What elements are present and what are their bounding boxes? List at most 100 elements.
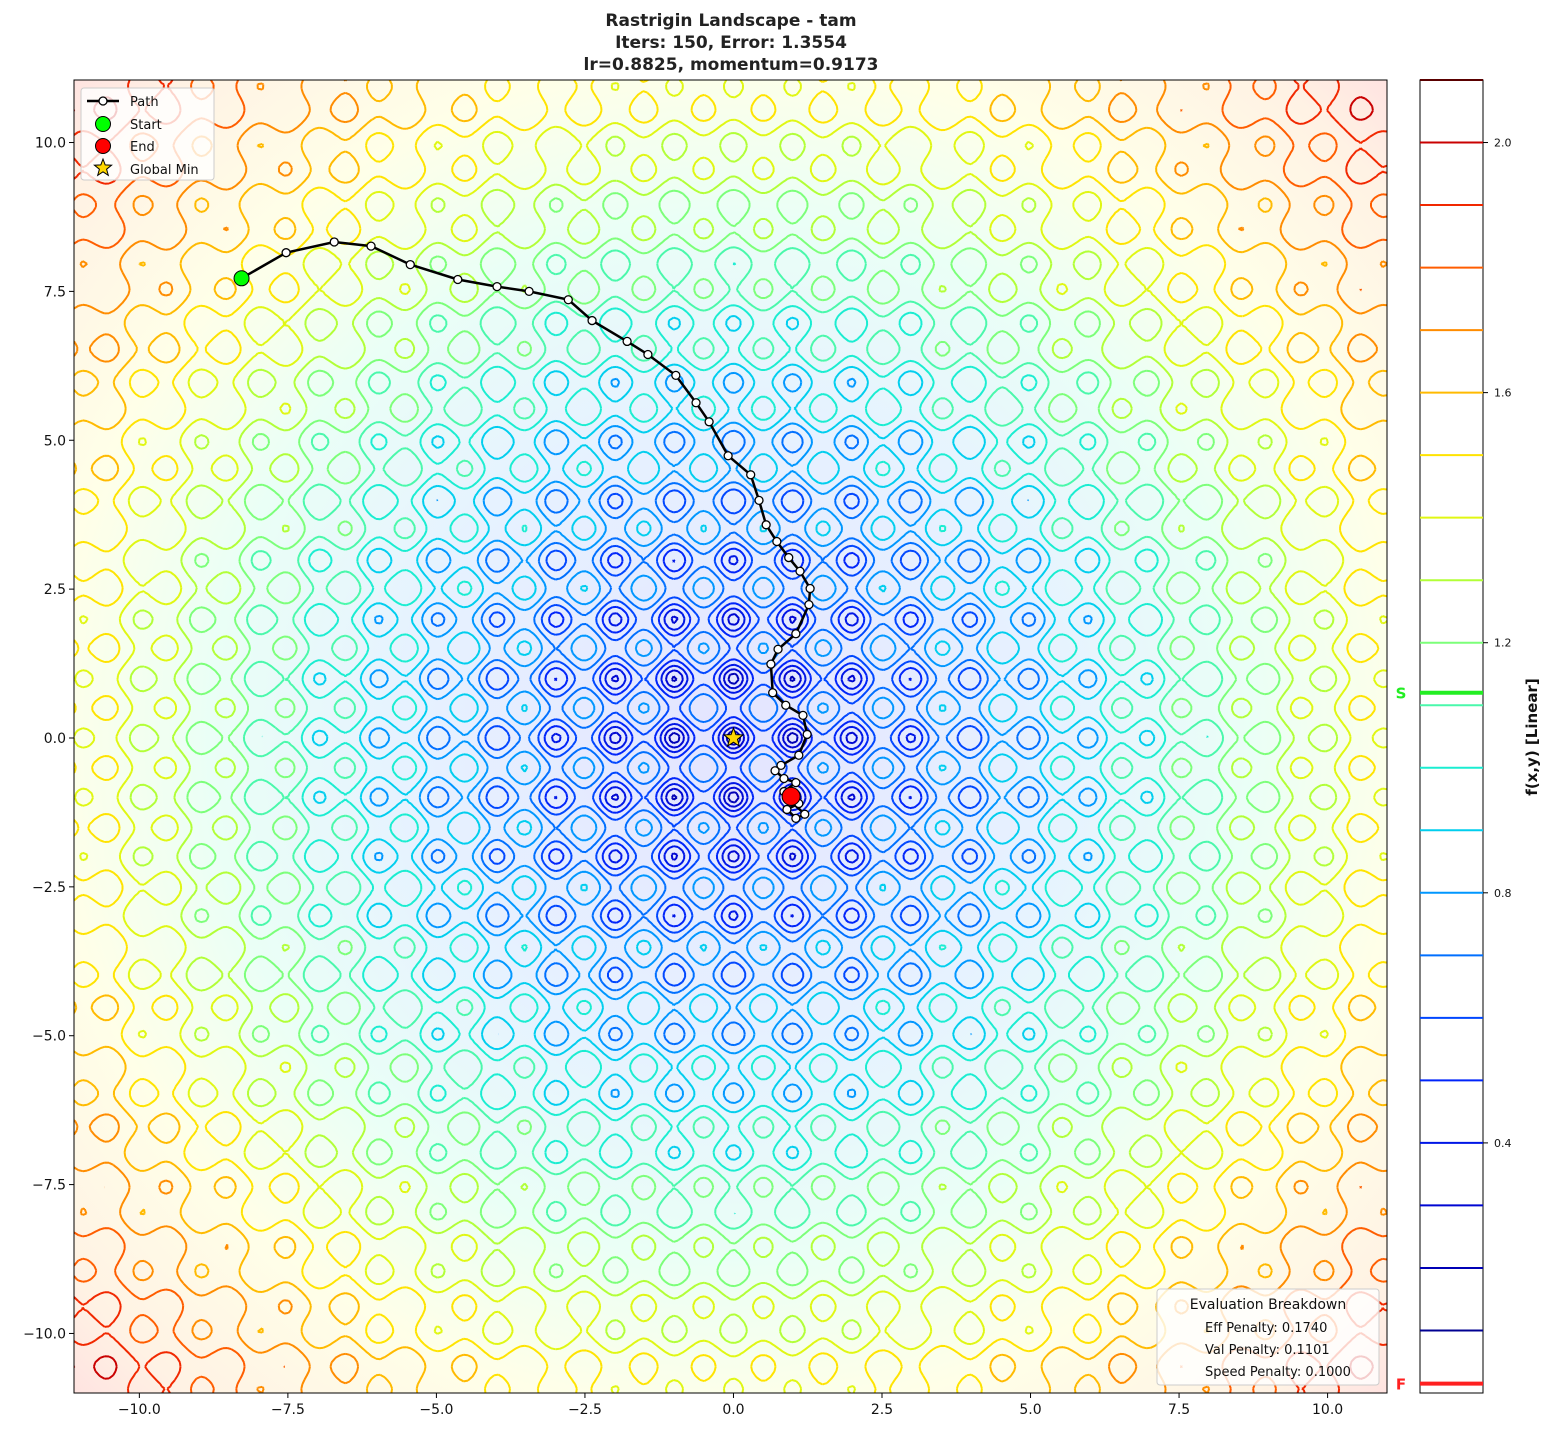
x-tick-label: 7.5 <box>1168 1402 1190 1418</box>
legend-star-icon <box>93 157 113 177</box>
colorbar-marker-label: F <box>1396 1376 1406 1394</box>
x-axis: −10.0 −7.5 −5.0 −2.5 0.0 2.5 5.0 7.5 10.0 <box>118 1393 1343 1418</box>
path-point <box>772 536 782 547</box>
y-tick-label: 0.0 <box>44 731 66 747</box>
path-point <box>723 451 733 461</box>
contour-level-0.8 <box>368 371 1099 1104</box>
y-tick-label: −7.5 <box>32 1178 66 1194</box>
optimizer-path-layer <box>233 237 815 824</box>
path-point <box>587 315 597 326</box>
path-point <box>453 274 463 285</box>
path-point <box>746 470 756 480</box>
contour-level-0.4 <box>550 555 917 922</box>
contour-level-1.5 <box>74 80 1387 1393</box>
colorbar-frame <box>1419 79 1484 1394</box>
colorbar-label: f(x,y) [Linear] <box>1523 678 1541 795</box>
chart-title-line-3: lr=0.8825, momentum=0.9173 <box>584 55 879 75</box>
legend-end-marker <box>95 138 111 154</box>
x-tick-label: −10.0 <box>118 1402 161 1418</box>
path-point <box>691 398 701 408</box>
chart-title-line-2: Iters: 150, Error: 1.3554 <box>615 33 847 53</box>
path-point <box>524 286 534 297</box>
path-point <box>798 710 808 721</box>
path-point <box>643 349 653 360</box>
path-point <box>768 688 778 698</box>
global-min-star <box>722 726 745 748</box>
path-point <box>779 773 789 784</box>
evaluation-title: Evaluation Breakdown <box>1190 1297 1346 1313</box>
contour-level-1.1 <box>242 246 1224 1230</box>
path-point <box>281 248 291 258</box>
path-point <box>622 336 632 347</box>
path-point <box>492 281 502 292</box>
colorbar-tick-label: 0.8 <box>1494 887 1512 900</box>
y-axis: 10.0 7.5 5.0 2.5 0.0 −2.5 −5.0 −7.5 −10.0 <box>23 136 74 1342</box>
path-point <box>329 237 339 247</box>
x-tick-label: 0.0 <box>722 1402 744 1418</box>
x-tick-label: −5.0 <box>419 1402 453 1418</box>
colorbar: 0.4 0.8 1.2 1.6 2.0 S F <box>1396 79 1512 1394</box>
y-tick-label: −2.5 <box>32 880 66 896</box>
colorbar-tick-label: 1.2 <box>1494 637 1512 650</box>
path-point <box>795 566 805 576</box>
y-tick-label: 2.5 <box>44 582 66 598</box>
path-point <box>563 295 573 305</box>
legend-path-marker <box>98 96 108 106</box>
path-point <box>770 766 780 776</box>
contour-level-0.5 <box>543 547 924 929</box>
y-tick-label: 10.0 <box>35 136 66 152</box>
contour-level-1.0 <box>261 262 1209 1215</box>
contour-level-0.3 <box>609 613 858 863</box>
y-tick-label: 5.0 <box>44 433 66 449</box>
contour-level-1.4 <box>74 80 1387 1393</box>
x-tick-label: 10.0 <box>1312 1402 1343 1418</box>
contour-layer <box>74 80 1387 1393</box>
path-point <box>766 659 776 669</box>
path-point <box>791 813 801 824</box>
legend: Path Start End Global Min <box>80 87 215 181</box>
speed-penalty-text: Speed Penalty: 0.1000 <box>1205 1365 1351 1380</box>
legend-start-marker <box>95 116 111 132</box>
path-point <box>704 417 714 427</box>
contour-level-1.6 <box>74 80 1387 1393</box>
x-tick-label: −2.5 <box>568 1402 602 1418</box>
contour-level-0.9 <box>311 315 1156 1161</box>
y-tick-label: −5.0 <box>32 1029 66 1045</box>
legend-label-start: Start <box>130 118 162 133</box>
eff-penalty-text: Eff Penalty: 0.1740 <box>1205 1321 1327 1336</box>
plot-frame <box>73 79 1388 1394</box>
legend-box <box>80 87 215 181</box>
colorbar-marker-label: S <box>1396 685 1407 703</box>
path-point <box>802 729 812 740</box>
path-point <box>405 259 415 270</box>
legend-label-global-min: Global Min <box>130 163 199 178</box>
path-point <box>804 599 814 610</box>
x-tick-label: 2.5 <box>871 1402 893 1418</box>
path-point <box>782 804 792 815</box>
chart-title-line-1: Rastrigin Landscape - tam <box>605 11 856 31</box>
path-point <box>781 700 791 710</box>
path-point <box>761 520 771 530</box>
start-marker <box>233 270 250 287</box>
path-point <box>800 809 810 819</box>
end-marker <box>781 786 801 806</box>
contour-level-0.7 <box>426 429 1041 1047</box>
contour-level-0.6 <box>484 488 983 988</box>
val-penalty-text: Val Penalty: 0.1101 <box>1205 1343 1330 1358</box>
colorbar-tick-label: 0.4 <box>1494 1137 1512 1150</box>
path-point <box>773 644 783 654</box>
colorbar-tick-label: 1.6 <box>1494 387 1512 400</box>
evaluation-box-frame <box>1156 1288 1380 1386</box>
path-point <box>791 777 801 788</box>
path-point <box>776 760 786 771</box>
x-tick-label: 5.0 <box>1019 1402 1041 1418</box>
contour-level-1.2 <box>185 188 1282 1288</box>
colorbar-tick-label: 2.0 <box>1494 137 1512 150</box>
path-point <box>366 241 376 251</box>
legend-label-path: Path <box>130 95 159 110</box>
x-tick-label: −7.5 <box>271 1402 305 1418</box>
contour-level-1.3 <box>128 132 1339 1344</box>
y-tick-label: 7.5 <box>44 284 66 300</box>
